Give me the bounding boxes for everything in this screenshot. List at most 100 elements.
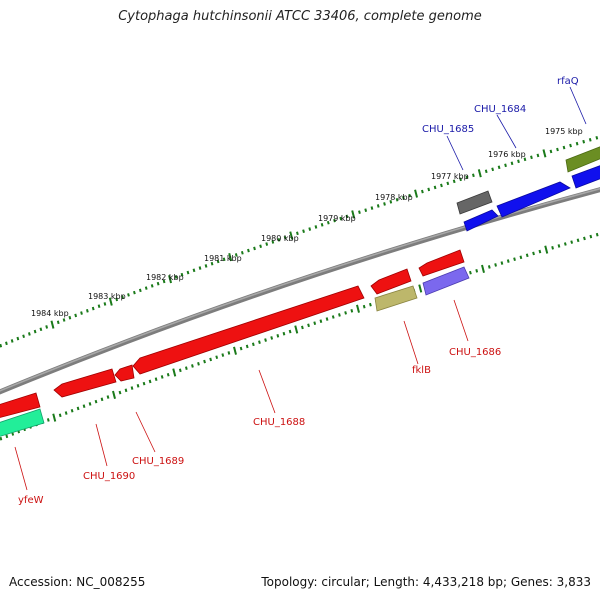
kbp-label: 1979 kbp — [318, 214, 356, 223]
minor-tick — [166, 372, 170, 377]
map-title: Cytophaga hutchinsonii ATCC 33406, compl… — [118, 9, 482, 24]
kbp-label: 1978 kbp — [375, 193, 413, 202]
gene-label-CHU_1690: CHU_1690 — [83, 471, 135, 482]
minor-tick — [22, 334, 25, 339]
minor-tick — [130, 386, 134, 390]
minor-tick — [536, 153, 540, 158]
gene-rfaQ[interactable] — [565, 146, 600, 173]
major-tick — [542, 149, 547, 158]
minor-tick — [156, 281, 160, 286]
major-tick — [414, 189, 419, 198]
minor-tick — [583, 236, 586, 241]
minor-tick — [325, 317, 329, 321]
minor-tick — [222, 257, 226, 262]
minor-tick — [589, 234, 593, 239]
minor-tick — [364, 208, 368, 212]
minor-tick — [500, 261, 504, 265]
major-tick — [351, 210, 356, 219]
minor-tick — [465, 175, 469, 180]
minor-tick — [94, 399, 98, 404]
kbp-label: 1980 kbp — [261, 234, 299, 243]
minor-tick — [56, 320, 60, 325]
minor-tick — [313, 321, 317, 326]
gene-label-CHU_1684: CHU_1684 — [474, 104, 526, 115]
minor-tick — [370, 206, 374, 210]
minor-tick — [16, 336, 20, 341]
gene-yfeW[interactable] — [0, 408, 45, 437]
minor-tick — [64, 411, 68, 415]
gene-CHU_1690[interactable] — [53, 368, 117, 398]
minor-tick — [491, 167, 495, 172]
minor-tick — [459, 177, 462, 182]
kbp-label: 1976 kbp — [488, 150, 526, 159]
gene-label-CHU_1689: CHU_1689 — [132, 456, 184, 467]
outer-tick-ring — [0, 136, 599, 348]
reverse-genes — [0, 249, 470, 437]
minor-tick — [350, 309, 354, 313]
minor-tick — [270, 336, 274, 340]
major-tick — [50, 320, 55, 329]
gene-small-blue[interactable] — [463, 209, 499, 232]
minor-tick — [215, 355, 219, 360]
major-tick — [233, 346, 237, 355]
minor-tick — [277, 237, 281, 242]
minor-tick — [103, 302, 107, 306]
minor-tick — [301, 325, 304, 330]
gene-label-rfaQ: rfaQ — [557, 76, 579, 87]
minor-tick — [124, 388, 128, 393]
minor-tick — [154, 377, 158, 381]
minor-tick — [82, 404, 86, 408]
minor-tick — [562, 145, 566, 150]
gene-labels: rfaQ CHU_1684 CHU_1685 CHU_1686 fklB CHU… — [18, 76, 579, 506]
minor-tick — [320, 223, 324, 227]
gene-label-CHU_1688: CHU_1688 — [253, 417, 305, 428]
minor-tick — [497, 165, 501, 170]
minor-tick — [504, 163, 507, 168]
major-tick — [228, 252, 233, 262]
gene-CHU_1685[interactable] — [456, 190, 493, 215]
minor-tick — [570, 240, 574, 244]
minor-tick — [389, 200, 393, 204]
gene-red-1686[interactable] — [418, 249, 465, 277]
minor-tick — [144, 286, 148, 290]
gene-fklB[interactable] — [374, 285, 418, 312]
gene-red-left[interactable] — [0, 392, 41, 418]
minor-tick — [259, 244, 262, 249]
minor-tick — [197, 361, 200, 366]
minor-tick — [282, 331, 286, 336]
minor-tick — [216, 259, 220, 264]
minor-tick — [88, 402, 92, 406]
minor-tick — [549, 149, 553, 154]
minor-tick — [27, 332, 31, 336]
minor-tick — [383, 202, 386, 206]
minor-tick — [276, 334, 280, 338]
minor-tick — [160, 375, 164, 379]
gene-CHU_1686[interactable] — [422, 266, 470, 296]
major-tick — [356, 304, 360, 313]
minor-tick — [136, 384, 140, 388]
minor-tick — [68, 315, 72, 320]
minor-tick — [326, 220, 330, 225]
gene-CHU_1688[interactable] — [132, 285, 365, 375]
minor-tick — [395, 197, 399, 202]
minor-tick — [530, 155, 533, 160]
minor-tick — [358, 210, 361, 215]
minor-tick — [192, 268, 196, 273]
minor-tick — [180, 272, 184, 277]
minor-tick — [440, 183, 443, 188]
minor-tick — [251, 342, 255, 347]
minor-tick — [513, 257, 516, 261]
kbp-label: 1984 kbp — [31, 309, 69, 318]
gene-CHU_1689[interactable] — [114, 364, 135, 382]
minor-tick — [333, 218, 336, 223]
forward-genes — [456, 146, 600, 232]
minor-tick — [33, 329, 37, 334]
minor-tick — [80, 311, 83, 315]
gene-CHU_1684[interactable] — [496, 181, 571, 218]
gene-blue-block[interactable] — [571, 165, 600, 189]
minor-tick — [198, 266, 202, 270]
minor-tick — [0, 436, 3, 441]
minor-tick — [133, 290, 136, 295]
minor-tick — [595, 136, 599, 140]
gene-red-fklB[interactable] — [370, 268, 412, 295]
